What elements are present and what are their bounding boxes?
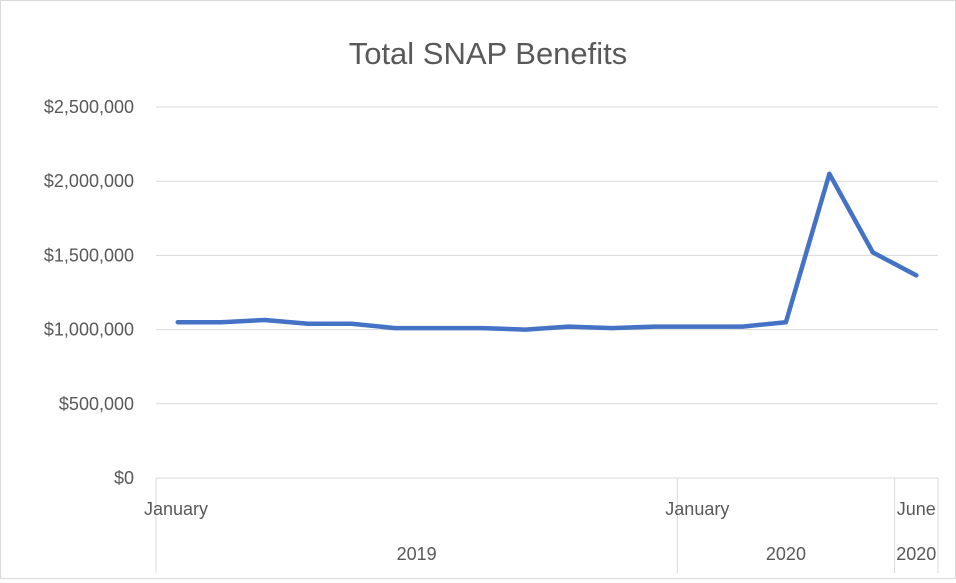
y-tick-label: $2,500,000 (44, 97, 134, 117)
x-group-label: 2020 (766, 544, 806, 564)
x-tick-label: January (144, 499, 208, 519)
y-tick-label: $2,000,000 (44, 171, 134, 191)
gridlines (156, 107, 938, 478)
y-tick-label: $500,000 (59, 394, 134, 414)
y-tick-label: $1,000,000 (44, 320, 134, 340)
x-tick-label: January (665, 499, 729, 519)
x-group-label: 2020 (896, 544, 936, 564)
x-tick-label: June (897, 499, 936, 519)
y-axis-tick-labels: $2,500,000 $2,000,000 $1,500,000 $1,000,000… (44, 97, 134, 488)
chart-title: Total SNAP Benefits (349, 36, 628, 71)
series-line (178, 174, 917, 330)
x-group-label: 2019 (397, 544, 437, 564)
y-tick-label: $1,500,000 (44, 245, 134, 265)
x-axis: January January June 2019 2020 2020 (144, 478, 938, 573)
y-tick-label: $0 (114, 468, 134, 488)
series-layer (178, 174, 917, 330)
